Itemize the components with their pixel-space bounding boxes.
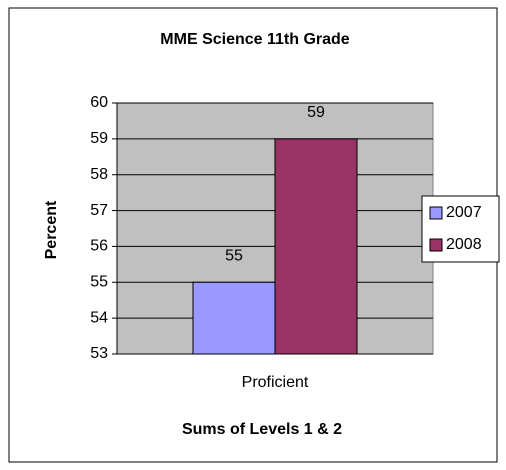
legend-label: 2008: [446, 236, 482, 253]
x-axis-title: Sums of Levels 1 & 2: [182, 421, 342, 438]
x-tick-label: Proficient: [242, 374, 309, 391]
bar: [192, 281, 276, 355]
y-tick-label: 59: [90, 130, 108, 147]
y-tick-label: 56: [90, 238, 108, 255]
y-tick-label: 54: [90, 309, 108, 326]
data-label: 55: [225, 248, 243, 265]
y-tick-label: 60: [90, 94, 108, 111]
legend-swatch: [429, 238, 443, 252]
y-tick-label: 57: [90, 202, 108, 219]
bar: [274, 138, 358, 355]
data-label: 59: [307, 104, 325, 121]
y-tick-label: 55: [90, 274, 108, 291]
legend-label: 2007: [446, 204, 482, 221]
y-axis-title: Percent: [43, 200, 60, 259]
legend-swatch: [429, 206, 443, 220]
chart-title: MME Science 11th Grade: [160, 31, 350, 48]
y-tick-label: 58: [90, 166, 108, 183]
y-tick-label: 53: [90, 345, 108, 362]
